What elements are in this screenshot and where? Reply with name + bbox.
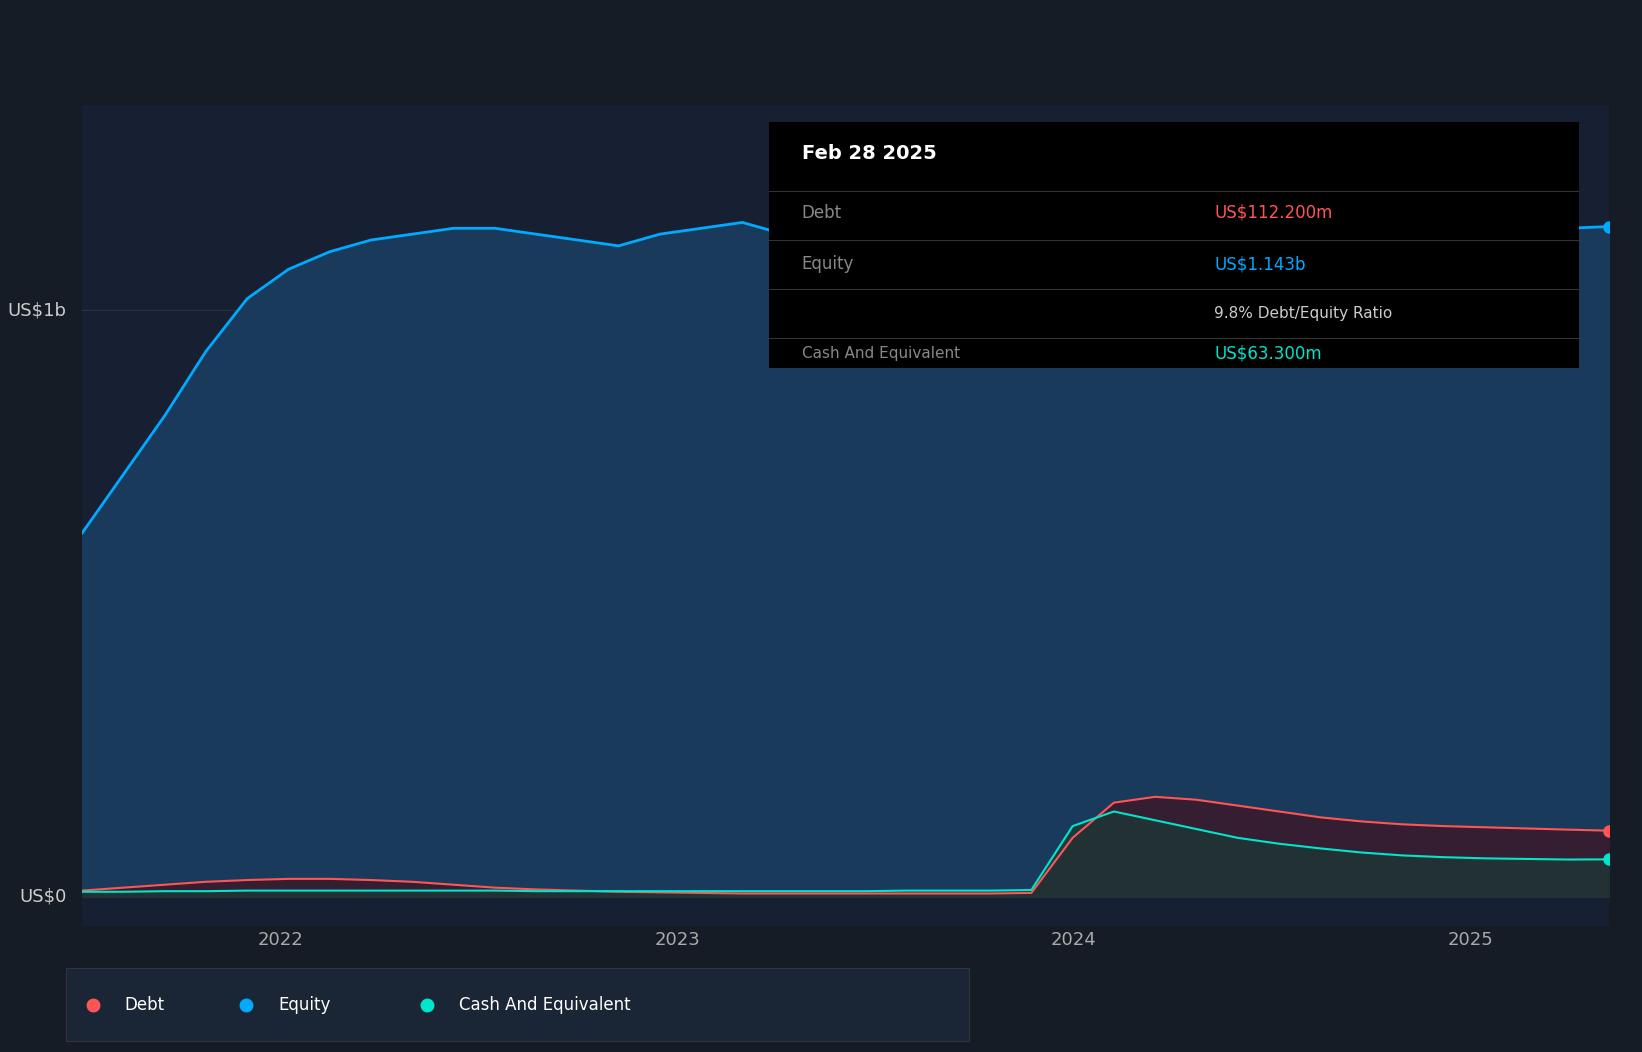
Text: US$0: US$0	[20, 888, 67, 906]
Text: Cash And Equivalent: Cash And Equivalent	[801, 345, 961, 361]
Text: Cash And Equivalent: Cash And Equivalent	[458, 995, 631, 1014]
Text: US$1.143b: US$1.143b	[1215, 256, 1305, 274]
Text: 9.8% Debt/Equity Ratio: 9.8% Debt/Equity Ratio	[1215, 306, 1392, 321]
Text: US$112.200m: US$112.200m	[1215, 204, 1333, 222]
Text: US$63.300m: US$63.300m	[1215, 344, 1322, 362]
Text: Debt: Debt	[125, 995, 164, 1014]
Text: Debt: Debt	[801, 204, 842, 222]
Text: Feb 28 2025: Feb 28 2025	[801, 144, 936, 163]
Text: US$1b: US$1b	[8, 301, 67, 320]
Text: Equity: Equity	[801, 256, 854, 274]
Text: Equity: Equity	[277, 995, 330, 1014]
